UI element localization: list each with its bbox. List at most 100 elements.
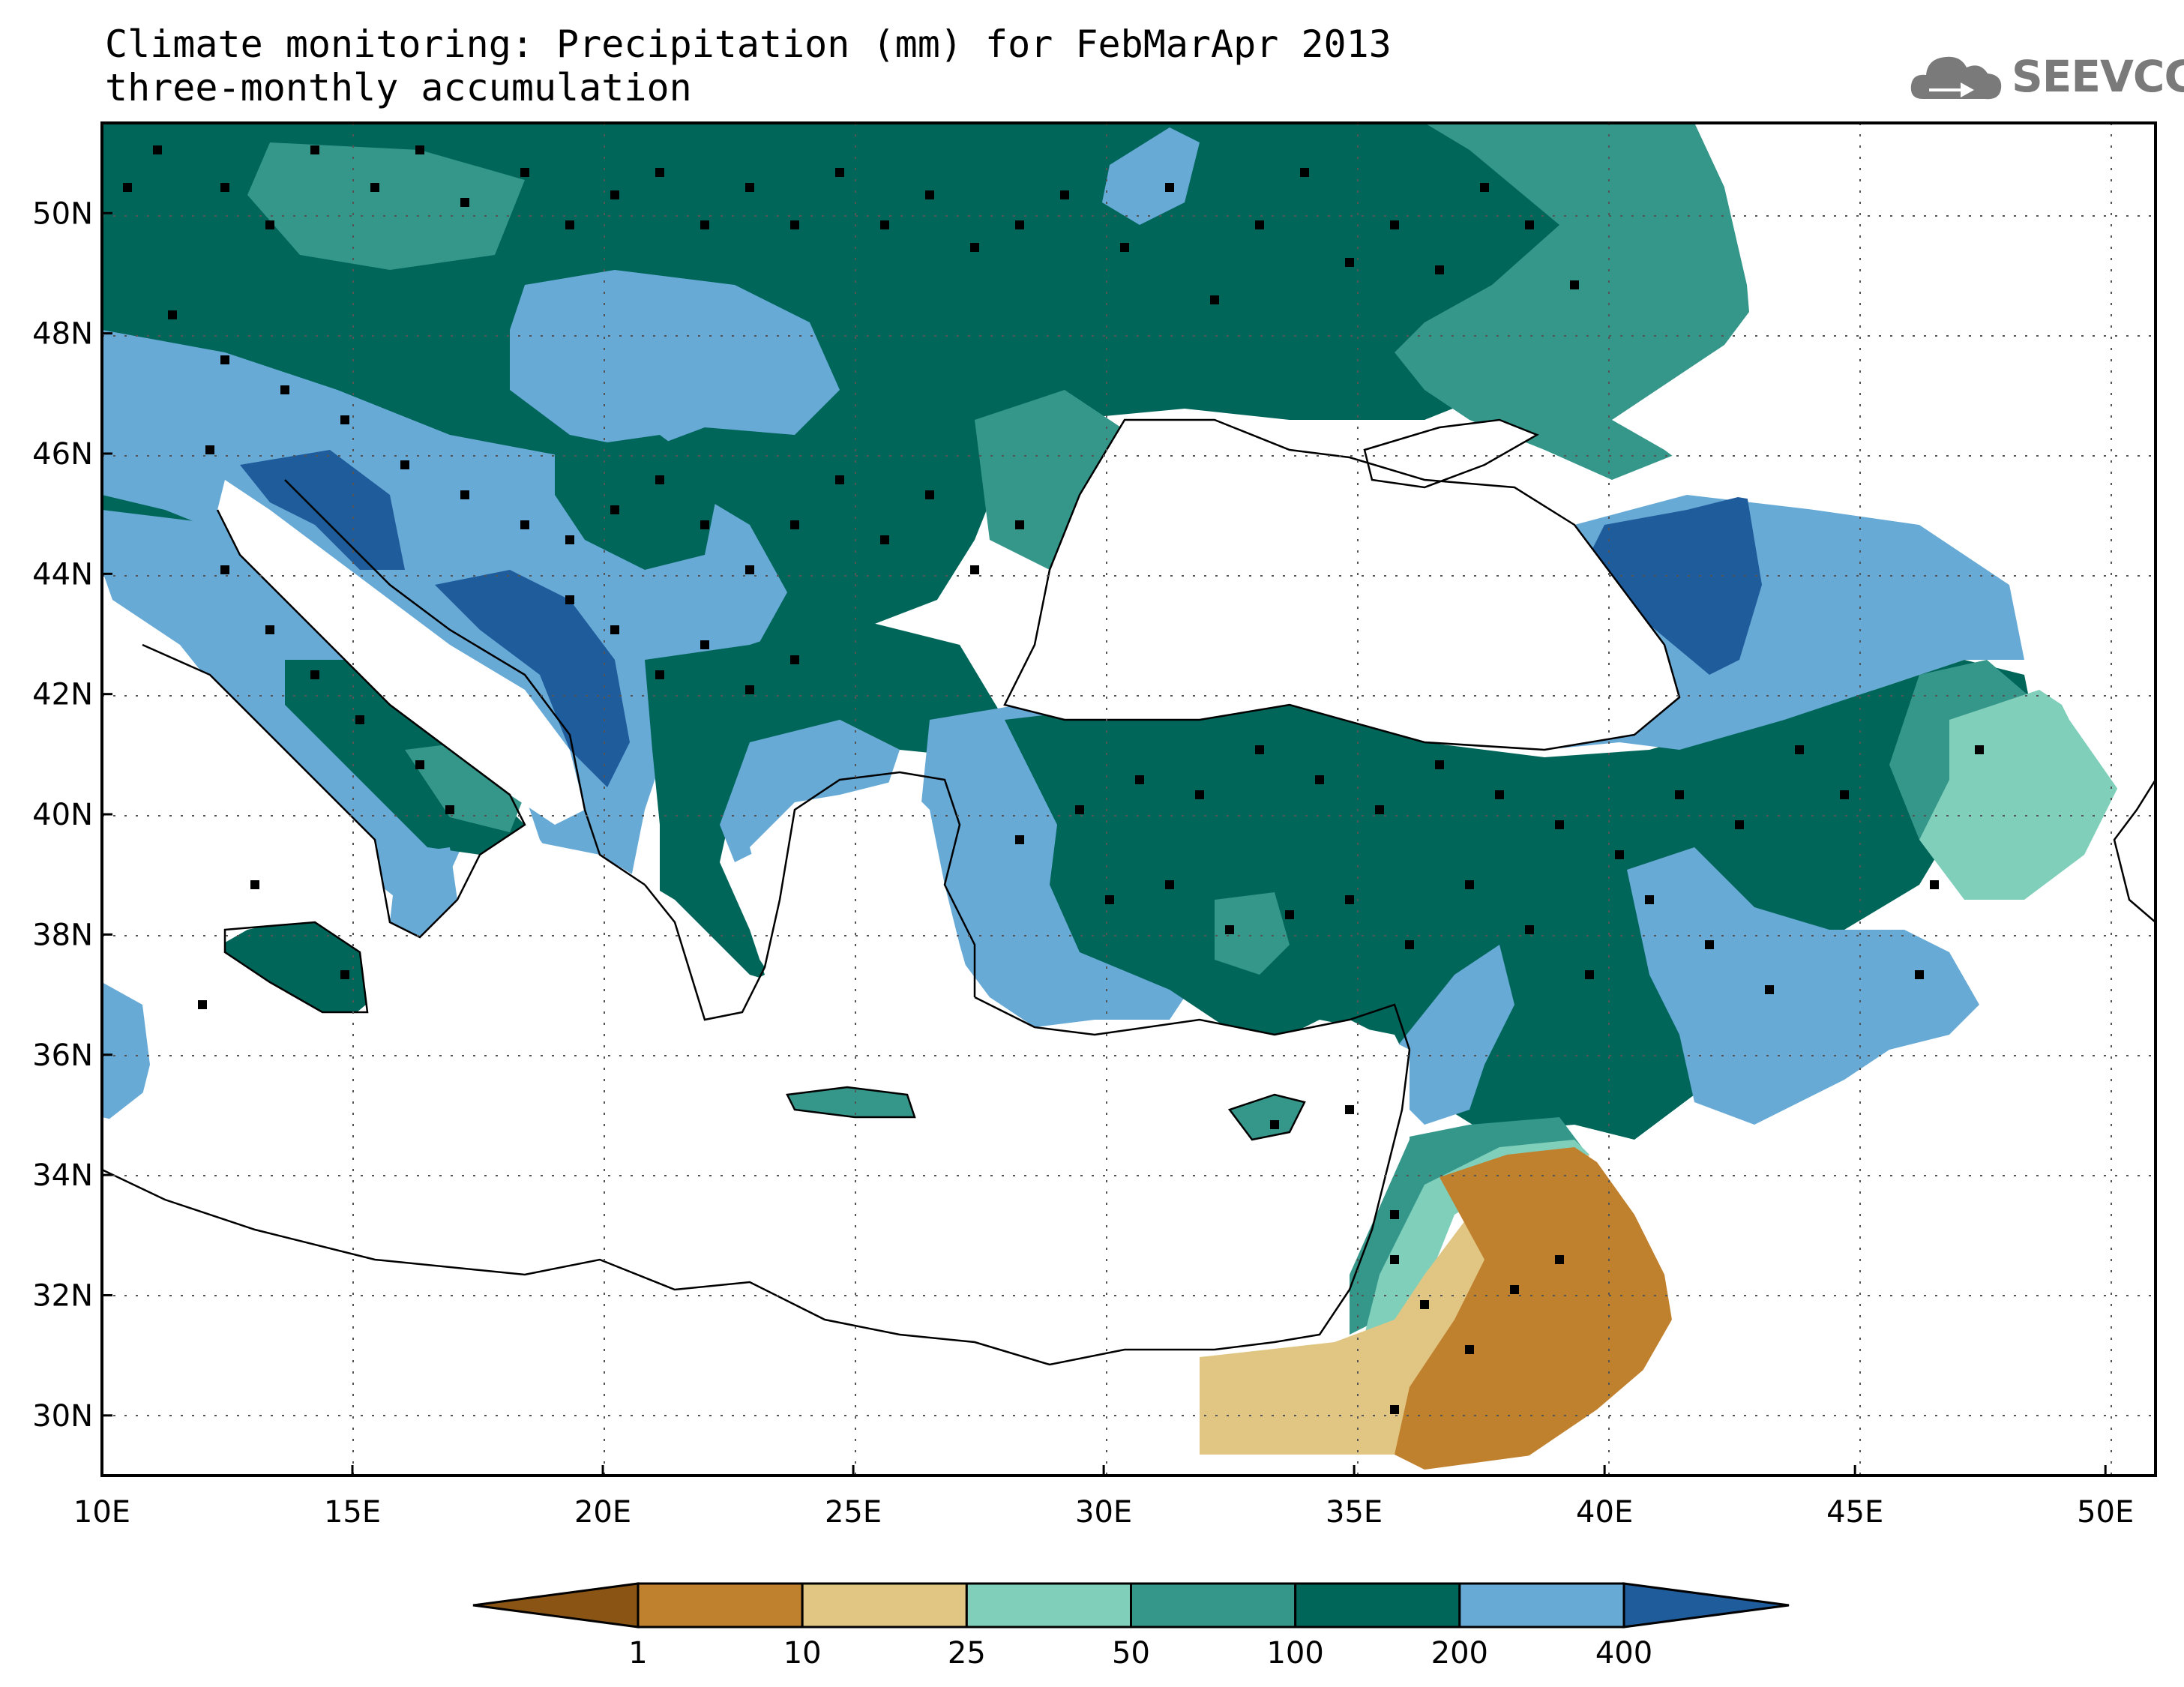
station-marker xyxy=(1420,1300,1429,1309)
crete-teal xyxy=(787,1087,915,1117)
coastline-cyprus xyxy=(1227,1093,1306,1141)
logo-text: SEEVCCC xyxy=(2012,51,2184,102)
y-tick-label: 34N xyxy=(32,1158,93,1193)
station-marker xyxy=(1675,790,1684,799)
station-marker xyxy=(1315,775,1324,784)
station-marker xyxy=(565,535,574,544)
station-marker xyxy=(460,490,469,499)
station-marker xyxy=(610,190,619,199)
station-marker xyxy=(565,595,574,604)
station-marker xyxy=(970,243,979,252)
station-marker xyxy=(835,475,844,484)
region-arabia-brown xyxy=(1395,1147,1672,1470)
station-marker xyxy=(415,145,424,154)
station-marker xyxy=(1300,168,1309,177)
station-marker xyxy=(1480,183,1489,192)
graticule xyxy=(102,123,2156,1476)
map-title: Climate monitoring: Precipitation (mm) f… xyxy=(105,22,1392,109)
station-marker xyxy=(565,220,574,229)
region-calabria-blue xyxy=(390,847,457,937)
region-belarus-blue xyxy=(1102,127,1200,225)
region-tunisia-blue xyxy=(102,982,150,1125)
station-marker xyxy=(280,385,289,394)
station-marker xyxy=(1915,970,1924,979)
station-marker xyxy=(925,490,934,499)
y-tick-label: 42N xyxy=(32,678,93,712)
region-italy-north-blue xyxy=(102,510,465,922)
x-tick-label: 30E xyxy=(1075,1495,1132,1530)
station-marker xyxy=(1255,745,1264,754)
plot-frame xyxy=(100,121,2157,1477)
station-marker xyxy=(1615,850,1624,859)
colorbar-box xyxy=(1130,1582,1297,1629)
region-lebanon-teal xyxy=(1350,1117,1582,1335)
station-marker xyxy=(460,198,469,207)
x-tick-label: 25E xyxy=(825,1495,882,1530)
region-italy-heel-teal xyxy=(405,742,525,832)
station-marker xyxy=(220,565,229,574)
station-marker xyxy=(700,640,709,649)
azov-sea xyxy=(1365,420,1537,487)
region-balkans-green xyxy=(645,615,1005,990)
station-marker xyxy=(1285,910,1294,919)
station-marker xyxy=(1120,243,1129,252)
region-east-turkey-blue xyxy=(1627,847,1979,1125)
coastline-north-africa xyxy=(102,1168,1215,1366)
colorbar-label: 400 xyxy=(1595,1636,1652,1671)
station-marker xyxy=(1795,745,1804,754)
station-marker xyxy=(1765,985,1774,994)
station-marker xyxy=(1345,258,1354,267)
colorbar-box xyxy=(637,1582,804,1629)
station-marker xyxy=(265,220,274,229)
station-marker xyxy=(1015,220,1024,229)
region-greece-blue xyxy=(720,720,900,862)
station-marker xyxy=(1525,925,1534,934)
cyprus-teal xyxy=(1230,1095,1305,1140)
station-marker xyxy=(1390,1255,1399,1264)
station-marker xyxy=(1165,183,1174,192)
region-azerbaijan-mint xyxy=(1919,690,2122,900)
coastline-azov xyxy=(1363,418,1539,489)
x-axis: 10E 15E 20E 25E 30E 35E 40E 45E 50E xyxy=(73,1465,2134,1530)
station-marker xyxy=(1510,1285,1519,1294)
station-marker xyxy=(1585,970,1594,979)
station-marker xyxy=(370,183,379,192)
region-serbia-green xyxy=(555,435,720,570)
station-marker xyxy=(700,220,709,229)
colorbar-box xyxy=(1294,1582,1461,1629)
region-central-turkey-teal xyxy=(1215,892,1290,975)
station-marker xyxy=(745,565,754,574)
station-marker xyxy=(123,183,132,192)
y-tick-label: 38N xyxy=(32,918,93,952)
station-marker xyxy=(265,625,274,634)
y-tick-label: 44N xyxy=(32,557,93,592)
station-marker xyxy=(168,310,177,319)
station-marker xyxy=(1465,880,1474,889)
station-marker xyxy=(1105,895,1114,904)
coastline-turkey-south xyxy=(974,996,1411,1050)
station-marker xyxy=(745,685,754,694)
aegean-sea xyxy=(750,780,975,997)
coastline-black-sea xyxy=(1003,418,1681,751)
y-tick-label: 46N xyxy=(32,437,93,472)
y-tick-label: 40N xyxy=(32,798,93,832)
station-marker xyxy=(1555,1255,1564,1264)
station-marker xyxy=(1195,790,1204,799)
station-marker xyxy=(1525,220,1534,229)
black-sea xyxy=(1005,420,1679,750)
station-marker xyxy=(310,670,319,679)
title-line-2: three-monthly accumulation xyxy=(105,66,692,109)
station-marker xyxy=(445,805,454,814)
x-tick-label: 20E xyxy=(574,1495,631,1530)
coastline-crete xyxy=(786,1086,916,1119)
coastline-caspian xyxy=(2113,779,2156,923)
station-marker xyxy=(1075,805,1084,814)
station-marker xyxy=(1345,895,1354,904)
station-marker xyxy=(1405,940,1414,949)
station-marker xyxy=(880,535,889,544)
station-marker xyxy=(700,520,709,529)
station-marker xyxy=(520,168,529,177)
map-fill-layer xyxy=(102,123,2156,1476)
station-marker xyxy=(790,655,799,664)
